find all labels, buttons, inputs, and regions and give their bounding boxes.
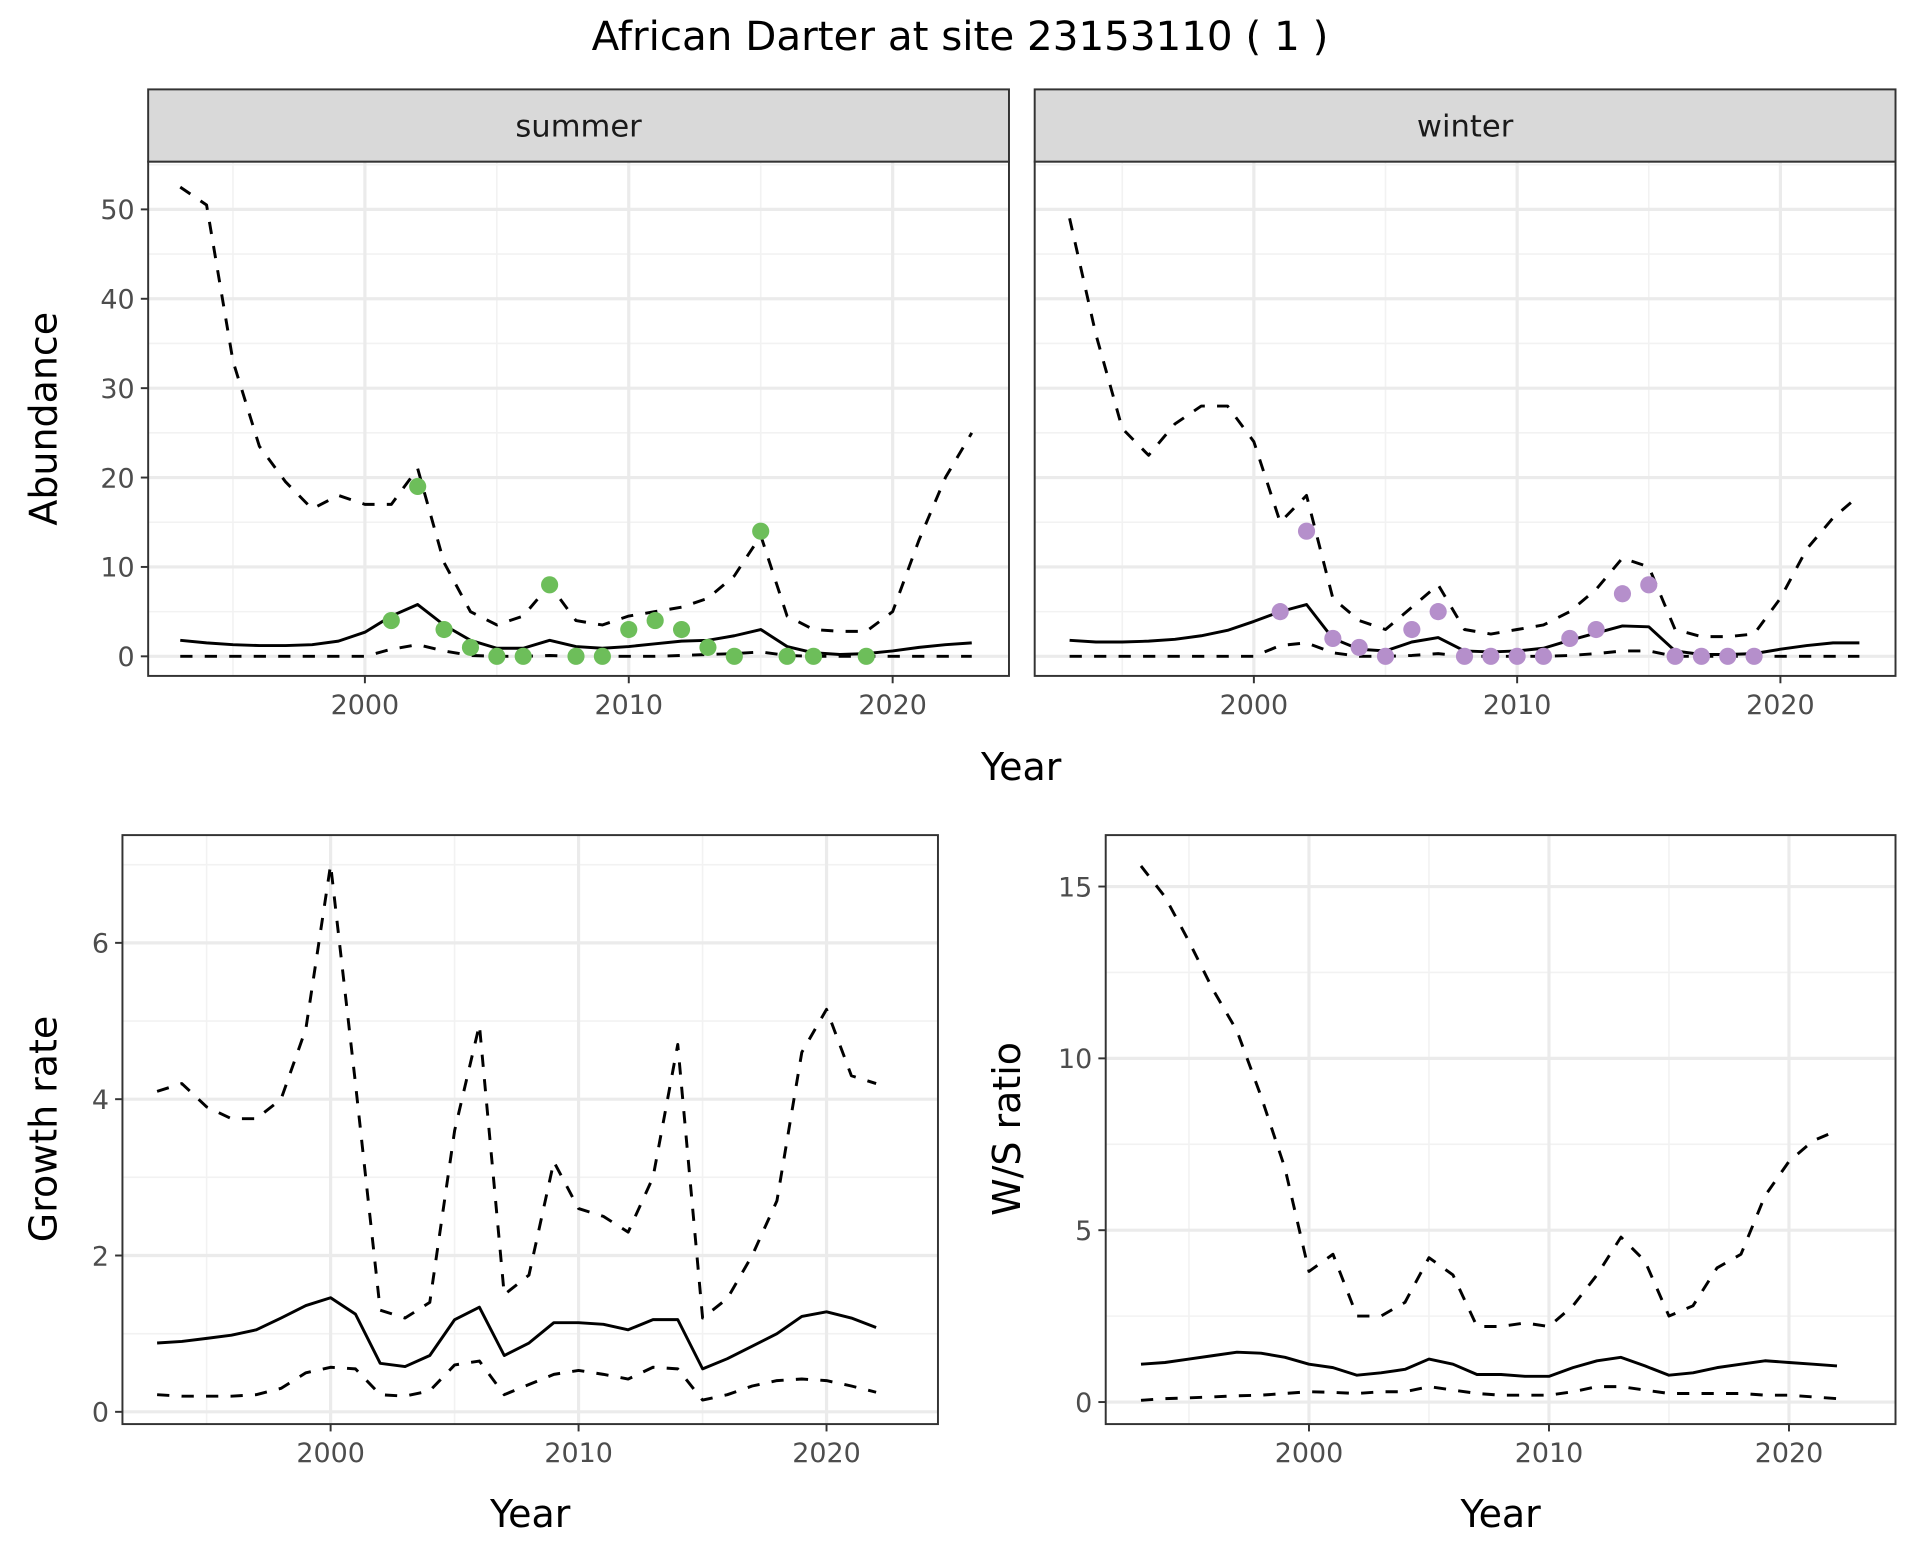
- data-point: [461, 638, 480, 656]
- data-point: [1508, 647, 1526, 665]
- x-tick-label: 2020: [858, 690, 927, 721]
- y-axis-label: W/S ratio: [985, 1042, 1029, 1216]
- x-tick-label: 2000: [1275, 1438, 1344, 1469]
- series-line-upper: [179, 185, 974, 633]
- series-line-upper: [156, 863, 877, 1320]
- data-point: [778, 647, 796, 665]
- data-point: [1534, 647, 1553, 665]
- x-tick-label: 2020: [1746, 690, 1815, 721]
- data-point: [857, 647, 875, 665]
- panel-winter: winter 2000 2010 2020: [1033, 88, 1897, 721]
- data-point: [1376, 647, 1395, 665]
- facet-strip: [1033, 88, 1897, 163]
- panel-panel2: 2000 2010 2020 0 2 4 6 Growth rate Year: [21, 834, 939, 1536]
- x-axis-label: Year: [489, 1492, 571, 1536]
- panel-background: [148, 161, 1009, 676]
- y-tick-label: 0: [1075, 1388, 1092, 1419]
- data-point: [514, 647, 532, 665]
- x-tick-label: 2000: [331, 690, 400, 721]
- chart-title: African Darter at site 23153110 ( 1 ): [592, 12, 1329, 60]
- y-tick-label: 30: [100, 374, 134, 405]
- series-line-upper: [1068, 218, 1861, 639]
- y-tick-label: 4: [92, 1085, 109, 1116]
- y-tick-label: 0: [118, 642, 135, 673]
- x-tick-label: 2020: [1755, 1438, 1824, 1469]
- x-tick-label: 2010: [544, 1438, 613, 1469]
- data-point: [1403, 620, 1421, 639]
- data-point: [620, 620, 638, 639]
- series-line-mean: [157, 1296, 877, 1371]
- y-tick-label: 2: [92, 1241, 109, 1272]
- facet-strip-label: winter: [1417, 110, 1514, 145]
- data-point: [1666, 647, 1684, 665]
- x-tick-label: 2000: [296, 1438, 365, 1469]
- data-point: [382, 612, 400, 630]
- data-point: [1692, 647, 1710, 665]
- series-line-mean: [180, 603, 972, 656]
- data-point: [488, 647, 506, 665]
- panel-border: [1104, 834, 1897, 1426]
- data-point: [435, 620, 453, 639]
- panel-border: [121, 834, 939, 1426]
- x-axis-label: Year: [1459, 1492, 1541, 1536]
- panel-summer: summer 2000 2010 2020 0 10 20 30 40 50 Abundance: [21, 88, 1010, 721]
- data-point: [804, 647, 823, 665]
- data-point: [672, 620, 691, 639]
- data-point: [1561, 629, 1579, 648]
- data-point: [1640, 576, 1658, 594]
- y-tick-label: 15: [1058, 872, 1092, 903]
- data-point: [1587, 620, 1605, 639]
- series-line-lower: [157, 1359, 877, 1402]
- series-line-upper: [1139, 865, 1838, 1328]
- data-point: [752, 522, 770, 540]
- facet-strip-label: summer: [515, 110, 642, 145]
- data-point: [1350, 638, 1368, 656]
- data-point: [409, 477, 427, 496]
- x-tick-label: 2000: [1220, 690, 1289, 721]
- panel-panel3: 2000 2010 2020 0 5 10 15 W/S ratio Year: [985, 834, 1897, 1536]
- y-tick-label: 10: [100, 553, 134, 584]
- data-point: [1429, 603, 1447, 621]
- facet-strip: [147, 88, 1010, 163]
- x-tick-label: 2020: [792, 1438, 861, 1469]
- y-axis-label: Growth rate: [21, 1016, 65, 1242]
- data-point: [1324, 629, 1342, 648]
- data-point: [699, 638, 717, 656]
- data-point: [567, 647, 585, 665]
- x-axis-label-top: Year: [980, 745, 1062, 789]
- series-line-lower: [1140, 1385, 1838, 1402]
- series-line-mean: [1140, 1350, 1838, 1378]
- data-point: [1297, 522, 1316, 540]
- y-tick-label: 5: [1075, 1216, 1092, 1247]
- x-tick-label: 2010: [595, 690, 664, 721]
- data-point: [1745, 647, 1763, 665]
- x-tick-label: 2010: [1515, 1438, 1584, 1469]
- y-axis-label: Abundance: [21, 312, 65, 526]
- data-point: [1719, 647, 1737, 665]
- y-tick-label: 40: [100, 285, 134, 316]
- data-point: [725, 647, 743, 665]
- data-point: [1482, 647, 1500, 665]
- data-point: [593, 647, 611, 665]
- y-tick-label: 10: [1058, 1044, 1092, 1075]
- panel-background: [122, 835, 938, 1425]
- y-tick-label: 6: [92, 929, 109, 960]
- y-tick-label: 0: [92, 1398, 109, 1429]
- data-point: [646, 612, 664, 630]
- data-point: [1455, 647, 1474, 665]
- data-point: [1613, 585, 1632, 603]
- panel-background: [1105, 835, 1896, 1425]
- x-tick-label: 2010: [1483, 690, 1552, 721]
- panel-background: [1034, 161, 1896, 676]
- data-point: [541, 576, 559, 594]
- y-tick-label: 20: [100, 463, 134, 494]
- data-point: [1271, 603, 1289, 621]
- y-tick-label: 50: [100, 195, 134, 226]
